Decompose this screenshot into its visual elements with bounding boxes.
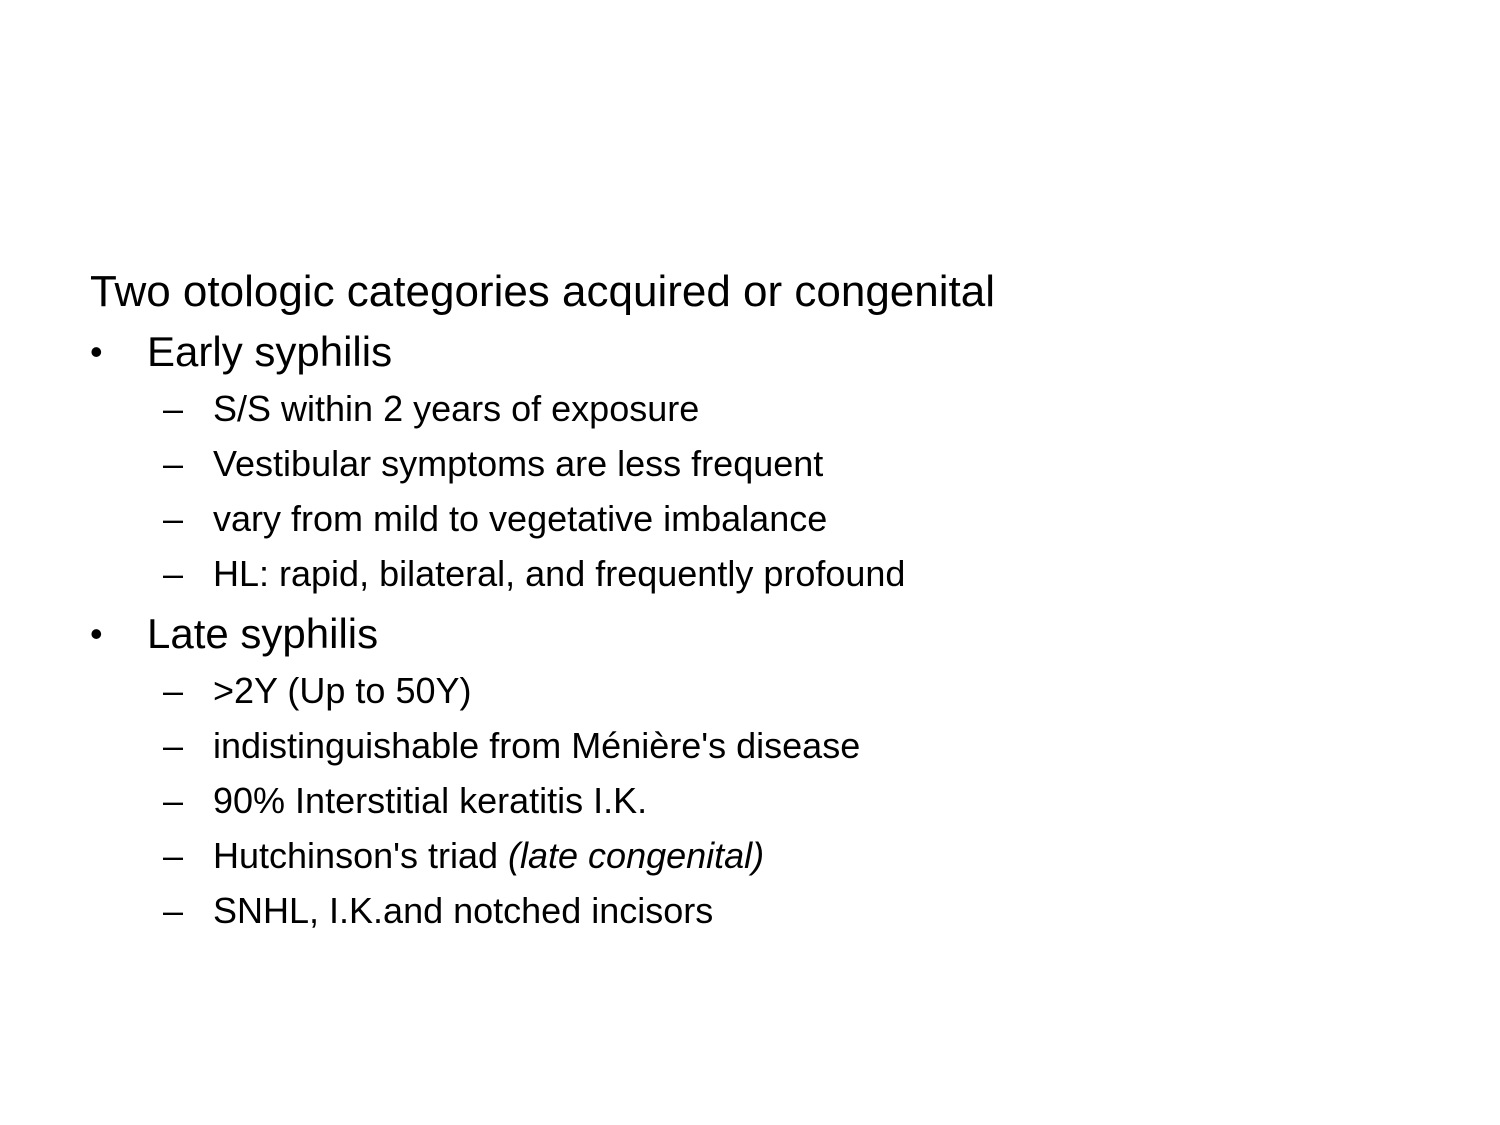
list-item: – indistinguishable from Ménière's disea…: [90, 721, 1430, 776]
list-item-text: >2Y (Up to 50Y): [213, 670, 472, 711]
intro-text: Two otologic categories acquired or cong…: [90, 267, 995, 316]
list-item: – >2Y (Up to 50Y): [90, 666, 1430, 721]
section-title: Late syphilis: [147, 610, 379, 657]
list-item-text: Hutchinson's triad: [213, 835, 509, 876]
early-syphilis-list: – S/S within 2 years of exposure – Vesti…: [90, 384, 1430, 604]
list-item-text: SNHL, I.K.and notched incisors: [213, 890, 714, 931]
list-item: – SNHL, I.K.and notched incisors: [90, 886, 1430, 941]
dash-icon: –: [163, 553, 184, 594]
dash-icon: –: [163, 388, 184, 429]
list-item: – 90% Interstitial keratitis I.K.: [90, 776, 1430, 831]
list-item-text: 90% Interstitial keratitis I.K.: [213, 780, 648, 821]
list-item: – HL: rapid, bilateral, and frequently p…: [90, 549, 1430, 604]
bullet-dot-icon: •: [90, 613, 103, 654]
list-item: – S/S within 2 years of exposure: [90, 384, 1430, 439]
list-item-text: indistinguishable from Ménière's disease: [213, 725, 861, 766]
late-syphilis-list: – >2Y (Up to 50Y) – indistinguishable fr…: [90, 666, 1430, 941]
list-item: – Vestibular symptoms are less frequent: [90, 439, 1430, 494]
dash-icon: –: [163, 890, 184, 931]
dash-icon: –: [163, 498, 184, 539]
section-title: Early syphilis: [147, 328, 393, 375]
list-item-text: S/S within 2 years of exposure: [213, 388, 700, 429]
section-late-syphilis: • Late syphilis – >2Y (Up to 50Y) – indi…: [90, 604, 1430, 941]
list-item-text: Vestibular symptoms are less frequent: [213, 443, 824, 484]
dash-icon: –: [163, 670, 184, 711]
list-item: – Hutchinson's triad (late congenital): [90, 831, 1430, 886]
dash-icon: –: [163, 725, 184, 766]
list-item-text: vary from mild to vegetative imbalance: [213, 498, 828, 539]
bullet-early-syphilis: • Early syphilis: [90, 322, 1430, 384]
dash-icon: –: [163, 443, 184, 484]
bullet-dot-icon: •: [90, 331, 103, 372]
bullet-late-syphilis: • Late syphilis: [90, 604, 1430, 666]
list-item-text: HL: rapid, bilateral, and frequently pro…: [213, 553, 906, 594]
slide-body: Two otologic categories acquired or cong…: [90, 262, 1430, 941]
list-item-emphasis: (late congenital): [508, 835, 765, 876]
section-early-syphilis: • Early syphilis – S/S within 2 years of…: [90, 322, 1430, 604]
dash-icon: –: [163, 835, 184, 876]
list-item: – vary from mild to vegetative imbalance: [90, 494, 1430, 549]
dash-icon: –: [163, 780, 184, 821]
